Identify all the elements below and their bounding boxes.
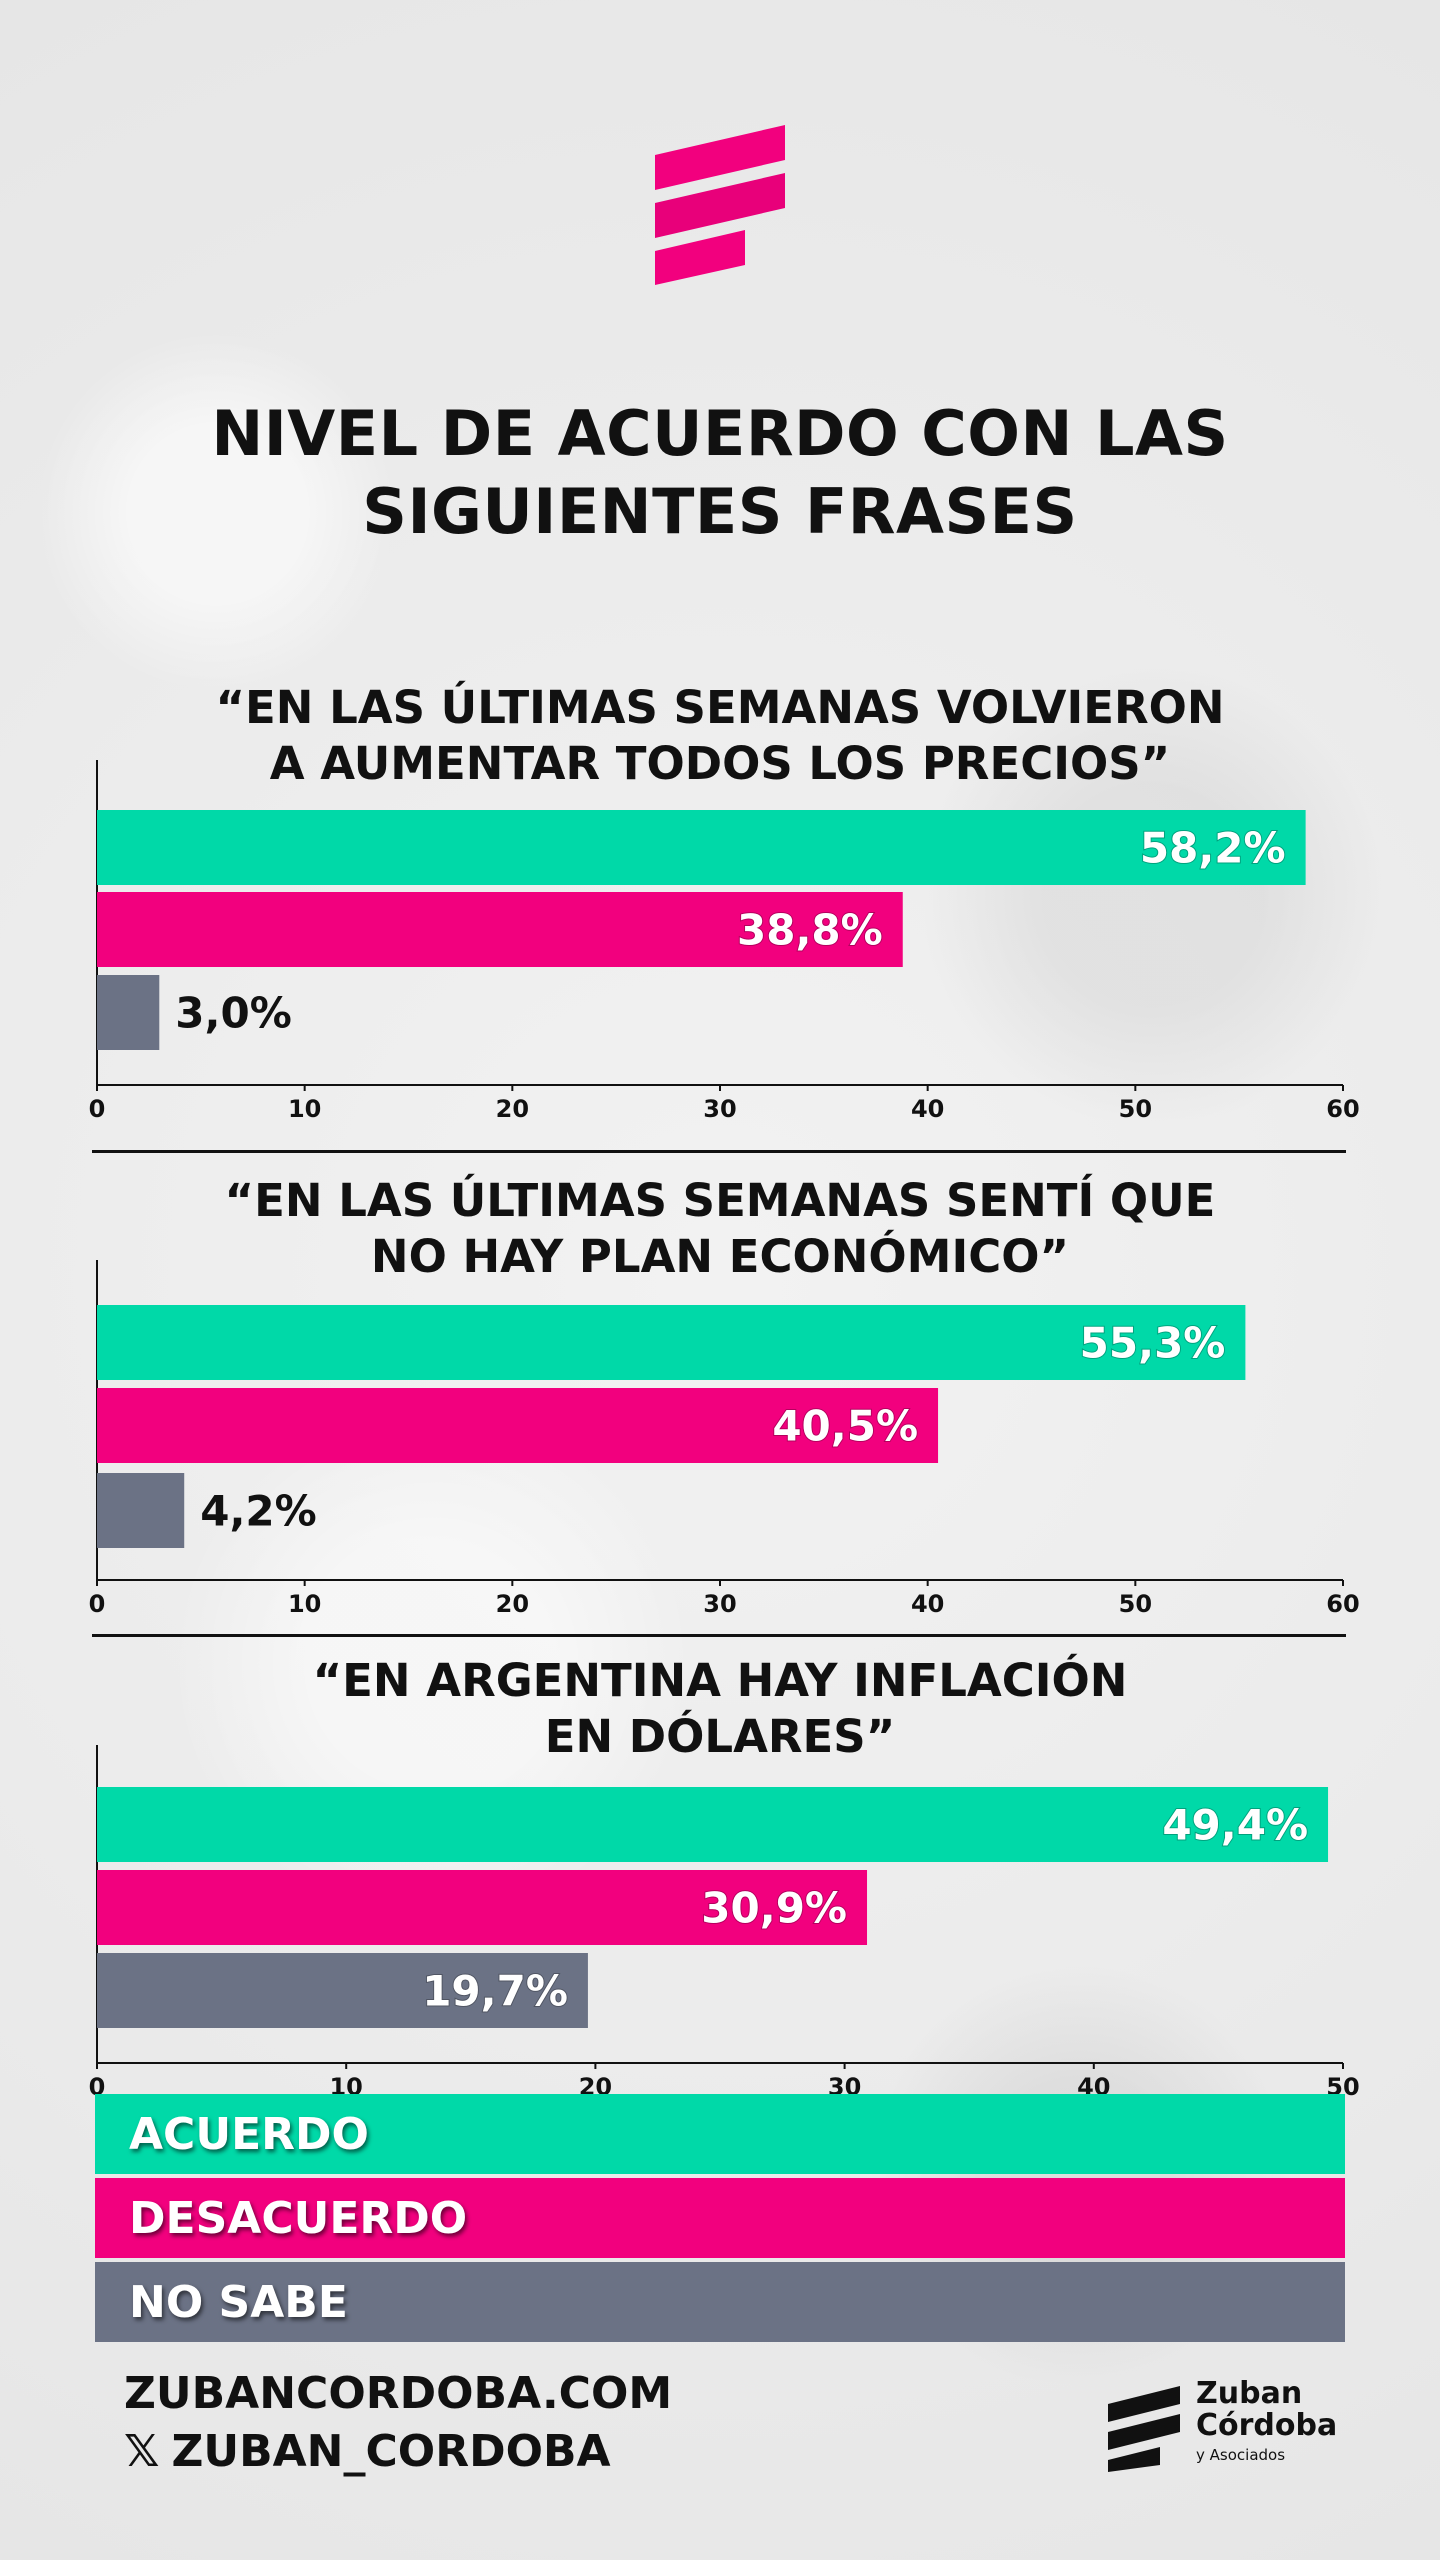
chart-1-tick-label: 30 [703,1095,736,1123]
legend-label-no-sabe: NO SABE [129,2276,348,2328]
legend-label-acuerdo: ACUERDO [129,2108,369,2160]
page-title-line-1: NIVEL DE ACUERDO CON LAS [211,397,1229,470]
chart-3-bar-no-sabe [97,1953,588,2028]
chart-3-bar-desacuerdo [97,1870,868,1945]
chart-2-label-desacuerdo: 40,5% [772,1402,918,1451]
brand-logo-icon [655,125,785,285]
legend-label-desacuerdo: DESACUERDO [129,2192,468,2244]
chart-1-bar-acuerdo [97,810,1306,885]
chart-2-bar-no-sabe [97,1473,185,1548]
chart-2-title: “EN LAS ÚLTIMAS SEMANAS SENTÍ QUE NO HAY… [96,1173,1344,1285]
chart-2-plot: 55,3% 40,5% 4,2% 0 10 20 30 40 50 60 [89,1260,1360,1618]
chart-1-bar-no-sabe [97,975,160,1050]
chart-2-tick-label: 40 [911,1590,944,1618]
legend-item-desacuerdo: DESACUERDO [95,2178,1345,2258]
chart-1-title-line-1: “EN LAS ÚLTIMAS SEMANAS VOLVIERON [215,681,1225,734]
chart-2-title-line-1: “EN LAS ÚLTIMAS SEMANAS SENTÍ QUE [224,1174,1216,1227]
page-title: NIVEL DE ACUERDO CON LAS SIGUIENTES FRAS… [120,395,1320,551]
chart-3-plot: 49,4%30,9%19,7%0 10 20 30 40 50 [89,1745,1360,2101]
chart-2-tick-label: 60 [1326,1590,1359,1618]
chart-1-tick-label: 0 [89,1095,106,1123]
chart-2-tick-label: 0 [89,1590,106,1618]
chart-2-label-no-sabe: 4,2% [200,1487,316,1536]
chart-1-tick-label: 50 [1119,1095,1152,1123]
chart-2-bar-desacuerdo [97,1388,939,1463]
brand-name-line-2: Córdoba [1196,2408,1338,2443]
chart-3-title-line-2: EN DÓLARES” [544,1710,896,1763]
website-link[interactable]: ZUBANCORDOBA.COM [124,2368,673,2419]
brand-subtitle: y Asociados [1196,2446,1286,2464]
brand-name-line-1: Zuban [1196,2376,1303,2411]
chart-3-label-desacuerdo: 30,9% [701,1884,847,1933]
chart-2-tick-label: 10 [288,1590,321,1618]
chart-2-bar-acuerdo [97,1305,1246,1380]
chart-2-tick-label: 20 [496,1590,529,1618]
chart-1-label-desacuerdo: 38,8% [737,906,883,955]
chart-3-title: “EN ARGENTINA HAY INFLACIÓN EN DÓLARES” [96,1653,1344,1765]
chart-1-tick-label: 10 [288,1095,321,1123]
chart-2-title-line-2: NO HAY PLAN ECONÓMICO” [370,1230,1070,1283]
chart-3-label-acuerdo: 49,4% [1162,1801,1308,1850]
legend-item-acuerdo: ACUERDO [95,2094,1345,2174]
legend: ACUERDO DESACUERDO NO SABE [95,2094,1345,2342]
brand-mark: Zuban Córdoba y Asociados [1104,2374,1337,2474]
chart-1-title: “EN LAS ÚLTIMAS SEMANAS VOLVIERON A AUME… [96,680,1344,792]
chart-divider-1 [92,1150,1346,1153]
chart-1-label-acuerdo: 58,2% [1140,824,1286,873]
chart-3-title-line-1: “EN ARGENTINA HAY INFLACIÓN [312,1654,1128,1707]
chart-1-bar-desacuerdo [97,892,903,967]
brand-name: Zuban Córdoba [1196,2378,1337,2442]
legend-item-no-sabe: NO SABE [95,2262,1345,2342]
chart-1-tick-label: 40 [911,1095,944,1123]
chart-3-bar-acuerdo [97,1787,1329,1862]
chart-1-plot: 58,2% 38,8% 3,0% 0 10 20 30 40 50 60 [89,760,1360,1123]
chart-2-tick-label: 30 [703,1590,736,1618]
chart-divider-2 [92,1634,1346,1637]
chart-2-label-acuerdo: 55,3% [1080,1319,1226,1368]
page-title-line-2: SIGUIENTES FRASES [362,475,1078,548]
chart-1-tick-label: 20 [496,1095,529,1123]
brand-stripes-icon [1108,2386,1180,2472]
x-logo-icon: 𝕏 [124,2426,160,2477]
chart-2-tick-label: 50 [1119,1590,1152,1618]
chart-1-title-line-2: A AUMENTAR TODOS LOS PRECIOS” [269,737,1171,790]
social-handle[interactable]: 𝕏 ZUBAN_CORDOBA [124,2426,611,2477]
chart-1-tick-label: 60 [1326,1095,1359,1123]
chart-3-label-no-sabe: 19,7% [422,1967,568,2016]
chart-1-label-no-sabe: 3,0% [175,989,291,1038]
social-handle-text: ZUBAN_CORDOBA [171,2426,611,2477]
